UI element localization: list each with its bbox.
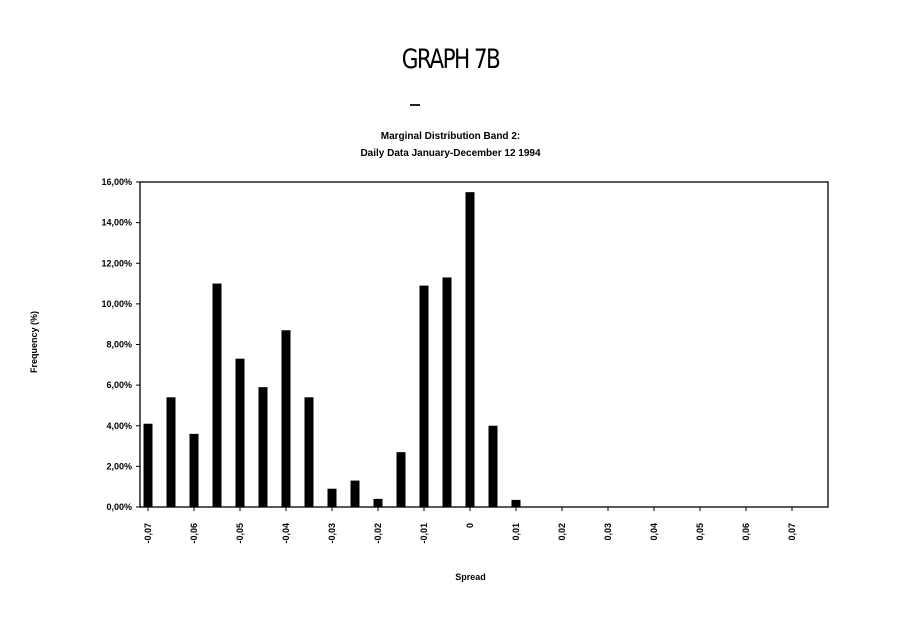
bars — [143, 192, 521, 507]
x-tick-label: 0,06 — [741, 523, 751, 541]
y-tick-label: 6,00% — [106, 380, 132, 390]
y-tick-label: 2,00% — [106, 461, 132, 471]
bar — [189, 433, 199, 507]
x-tick-label: -0,06 — [189, 523, 199, 544]
x-tick-label: -0,05 — [235, 523, 245, 544]
bar — [419, 285, 429, 507]
chart-title-line-2: Daily Data January-December 12 1994 — [360, 148, 541, 159]
x-tick-label: -0,04 — [281, 523, 291, 544]
x-tick-label: 0,02 — [557, 523, 567, 541]
bar — [442, 277, 452, 507]
x-tick-label: 0 — [465, 523, 475, 528]
bar — [235, 358, 245, 507]
x-tick-label: -0,01 — [419, 523, 429, 544]
y-tick-label: 4,00% — [106, 421, 132, 431]
bar — [327, 488, 337, 507]
bar — [281, 330, 291, 507]
x-tick-label: 0,07 — [787, 523, 797, 541]
x-tick-label: -0,02 — [373, 523, 383, 544]
bar — [511, 499, 521, 507]
y-tick-label: 14,00% — [101, 218, 132, 228]
bar — [143, 423, 153, 507]
bar — [166, 397, 176, 507]
x-axis-label: Spread — [455, 572, 486, 582]
bar — [212, 283, 222, 507]
y-tick-label: 12,00% — [101, 258, 132, 268]
y-tick-label: 8,00% — [106, 340, 132, 350]
y-tick-label: 0,00% — [106, 502, 132, 512]
x-tick-label: -0,03 — [327, 523, 337, 544]
y-axis: 0,00% 2,00% 4,00% 6,00% 8,00% 10,00% 12,00% 14,… — [101, 177, 140, 512]
graph-heading: GRAPH 7B — [401, 44, 501, 75]
bar — [258, 387, 268, 507]
stray-mark — [410, 104, 420, 106]
bar — [488, 425, 498, 507]
x-tick-label: 0,03 — [603, 523, 613, 541]
bar — [396, 452, 406, 507]
bar — [304, 397, 314, 507]
y-tick-label: 16,00% — [101, 177, 132, 187]
bar — [373, 498, 383, 507]
chart-title-line-1: Marginal Distribution Band 2: — [380, 131, 521, 142]
y-tick-label: 10,00% — [101, 299, 132, 309]
x-tick-label: 0,04 — [649, 523, 659, 541]
bar — [350, 480, 360, 507]
x-axis: -0,07 -0,06 -0,05 -0,04 -0,03 -0,02 -0,01 0 0,01… — [143, 507, 797, 544]
x-tick-label: 0,05 — [695, 523, 705, 541]
x-tick-label: 0,01 — [511, 523, 521, 541]
x-tick-label: -0,07 — [143, 523, 153, 544]
bar — [465, 192, 475, 507]
